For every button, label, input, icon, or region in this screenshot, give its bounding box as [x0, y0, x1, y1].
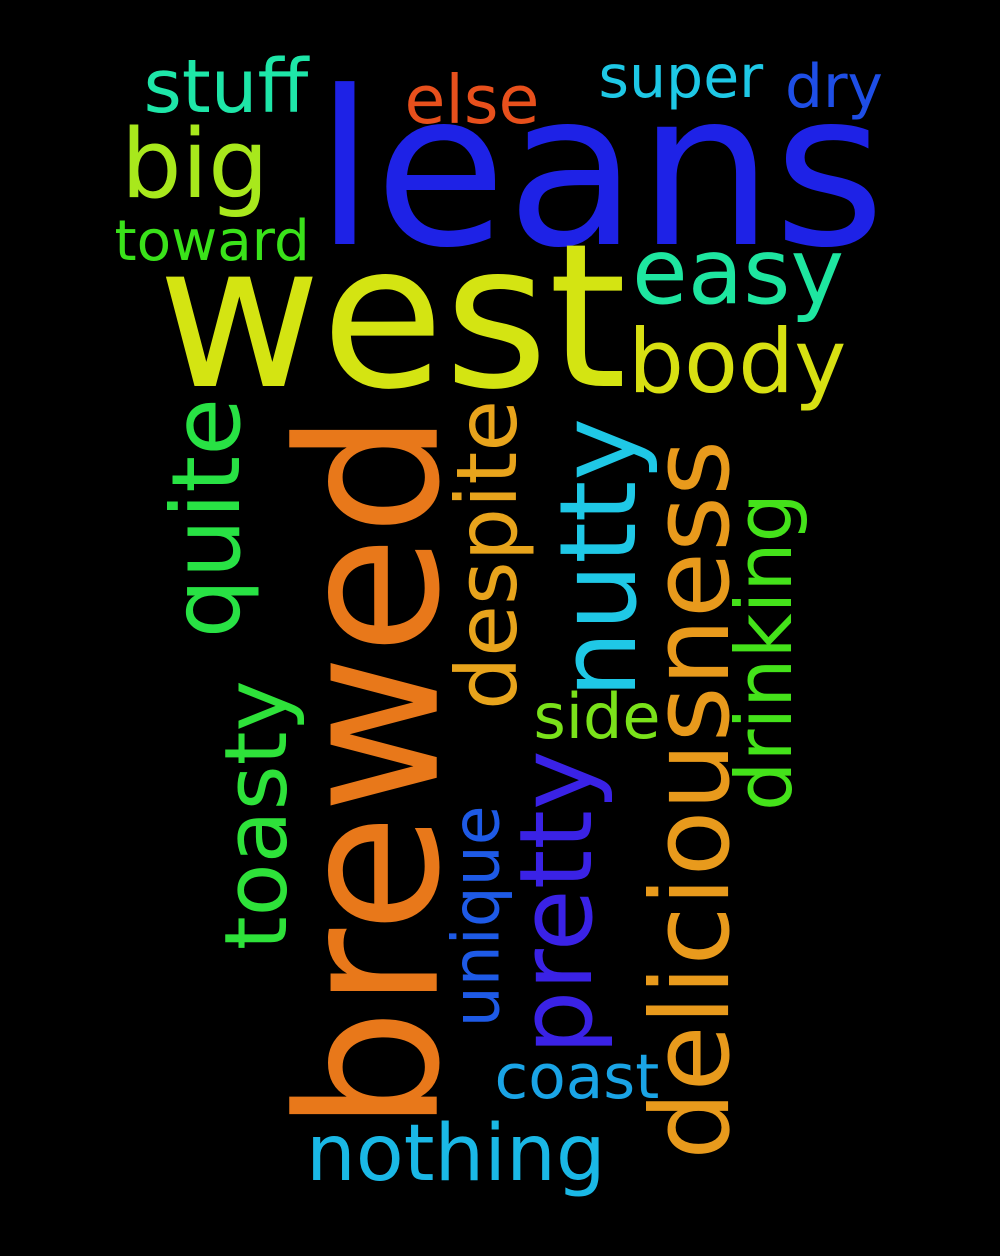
word-west: west	[157, 201, 627, 434]
word-else: else	[404, 60, 540, 139]
word-side: side	[533, 680, 661, 753]
word-leans: leans	[315, 45, 886, 295]
word-drinking: drinking	[720, 492, 811, 811]
word-nutty: nutty	[538, 417, 662, 699]
word-quite: quite	[153, 397, 263, 639]
word-easy: easy	[632, 219, 845, 325]
word-nothing: nothing	[306, 1106, 606, 1199]
word-stuff: stuff	[143, 45, 309, 130]
word-toasty: toasty	[206, 679, 307, 950]
word-dry: dry	[785, 52, 883, 122]
word-toward: toward	[114, 209, 310, 274]
word-super: super	[598, 42, 764, 111]
word-big: big	[121, 108, 269, 220]
word-body: body	[628, 310, 847, 413]
word-pretty: pretty	[496, 749, 615, 1055]
word-coast: coast	[494, 1041, 660, 1113]
word-despite: despite	[438, 399, 537, 711]
word-unique: unique	[439, 804, 515, 1027]
